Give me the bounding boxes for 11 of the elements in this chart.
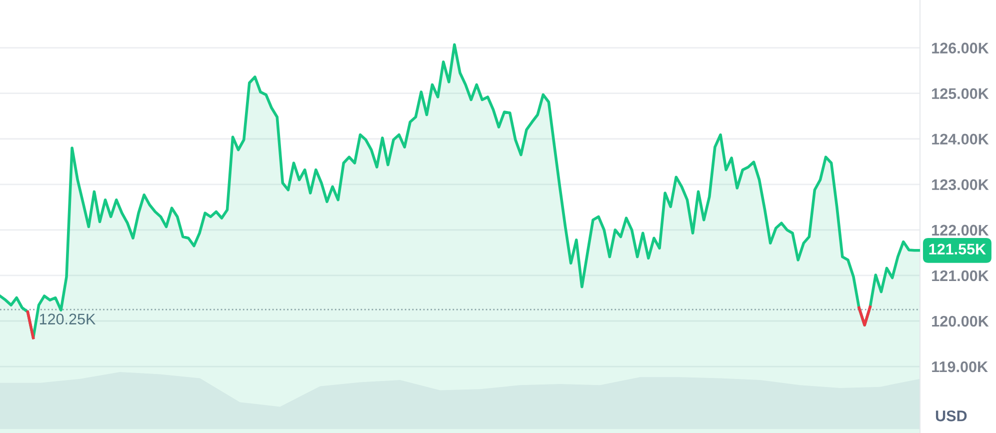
ref-line-label: 120.25K bbox=[40, 314, 96, 324]
y-tick-label: 125.00K bbox=[932, 88, 989, 100]
y-tick-label: 121.00K bbox=[932, 270, 989, 282]
y-tick-label: 124.00K bbox=[932, 134, 989, 145]
text: 121.55K bbox=[929, 244, 986, 255]
y-tick-label: 120.00K bbox=[932, 316, 989, 327]
y-tick-label: 123.00K bbox=[932, 179, 989, 190]
y-tick-label: 119.00K bbox=[932, 361, 988, 372]
annotation: USD bbox=[936, 410, 967, 422]
y-tick-label: 122.00K bbox=[932, 224, 989, 236]
y-tick-label: 126.00K bbox=[932, 42, 989, 54]
